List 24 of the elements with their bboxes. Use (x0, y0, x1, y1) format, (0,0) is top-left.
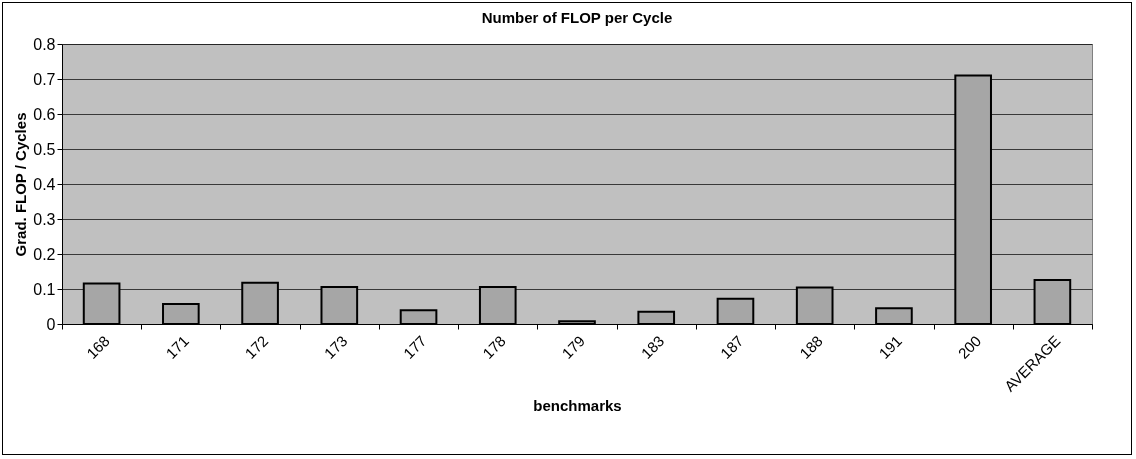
x-tick-label: 172 (241, 332, 272, 362)
x-tick-label: 178 (479, 332, 509, 362)
y-tick-label: 0.5 (33, 140, 56, 158)
y-tick-label: 0.8 (33, 35, 56, 53)
y-tick-label: 0.1 (33, 280, 56, 298)
x-tick-label: 187 (716, 332, 747, 362)
chart-title: Number of FLOP per Cycle (481, 9, 673, 26)
x-tick-label: 168 (83, 332, 113, 362)
x-tick-label: 183 (637, 332, 668, 362)
x-tick-label: 177 (399, 332, 430, 362)
y-tick-label: 0.6 (33, 105, 56, 123)
y-tick-label: 0 (46, 315, 56, 333)
x-tick-label: 191 (875, 332, 906, 362)
x-tick-label: 171 (162, 332, 192, 362)
y-tick-label: 0.7 (33, 70, 56, 88)
x-tick-label: 188 (796, 332, 826, 362)
y-tick-label: 0.2 (33, 245, 56, 263)
x-tick-label: 173 (320, 332, 351, 362)
y-axis-title: Grad. FLOP / Cycles (12, 112, 30, 257)
y-tick-label: 0.4 (33, 175, 56, 193)
x-tick-label: 179 (558, 332, 589, 362)
x-tick-label: 200 (954, 332, 985, 362)
y-tick-label: 0.3 (33, 210, 56, 228)
x-axis-title: benchmarks (533, 396, 622, 414)
